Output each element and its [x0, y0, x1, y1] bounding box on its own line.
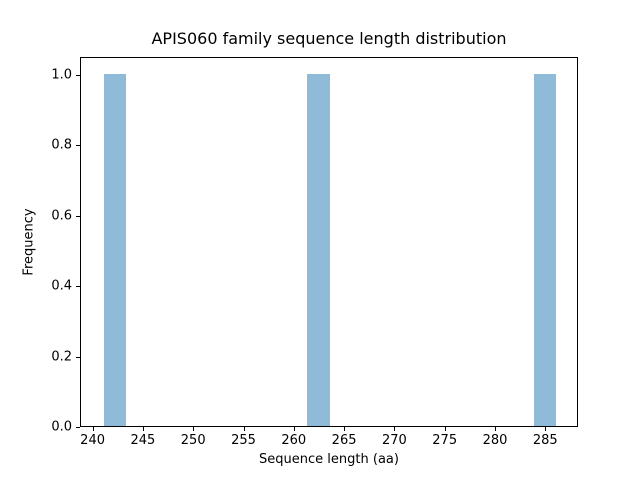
x-tick-label: 275 — [432, 433, 458, 448]
x-tick-label: 240 — [80, 433, 106, 448]
y-tick-mark — [76, 74, 80, 76]
x-tick-label: 285 — [532, 433, 558, 448]
x-tick-mark — [394, 427, 396, 431]
y-tick-label: 1.0 — [51, 67, 72, 83]
y-tick-mark — [76, 356, 80, 358]
x-tick-label: 260 — [281, 433, 307, 448]
x-tick-mark — [495, 427, 496, 431]
x-tick-label: 245 — [130, 433, 156, 448]
y-tick-label: 0.2 — [51, 349, 72, 364]
x-tick-mark — [293, 427, 295, 431]
histogram-bar — [533, 73, 557, 426]
x-tick-mark — [142, 427, 144, 431]
y-tick-mark — [76, 427, 80, 428]
x-tick-mark — [92, 427, 94, 431]
x-tick-label: 265 — [331, 433, 357, 448]
x-tick-mark — [444, 427, 446, 431]
plot-area — [80, 57, 578, 427]
chart-title: APIS060 family sequence length distribut… — [151, 29, 507, 48]
x-tick-label: 255 — [231, 433, 256, 448]
y-tick-mark — [76, 286, 80, 287]
y-tick-mark — [76, 215, 80, 217]
x-tick-label: 280 — [482, 433, 508, 448]
y-axis-label: Frequency — [21, 208, 37, 276]
x-tick-label: 270 — [381, 433, 407, 448]
y-tick-label: 0.0 — [51, 419, 72, 435]
x-tick-mark — [545, 427, 547, 431]
y-tick-label: 0.4 — [51, 278, 72, 294]
y-tick-mark — [76, 145, 80, 147]
x-tick-mark — [193, 427, 195, 431]
x-tick-mark — [243, 427, 245, 431]
histogram-bar — [103, 73, 127, 426]
histogram-bar — [307, 73, 330, 426]
y-tick-label: 0.8 — [51, 137, 72, 153]
x-tick-label: 250 — [180, 433, 206, 448]
x-tick-mark — [344, 427, 346, 431]
y-tick-label: 0.6 — [51, 208, 72, 224]
x-axis-label: Sequence length (aa) — [259, 452, 399, 467]
